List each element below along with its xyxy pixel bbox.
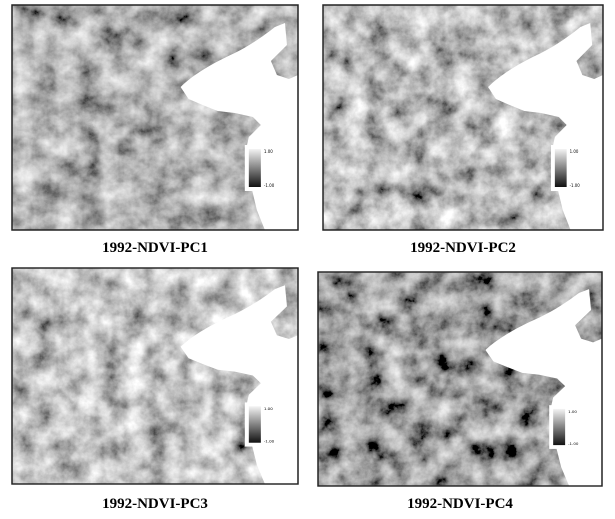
legend-min: -1.00 <box>570 183 581 188</box>
map-panel: 1.00 -1.00 <box>323 5 603 230</box>
legend-max: 1.00 <box>568 409 577 414</box>
legend-min: -1.00 <box>264 439 275 444</box>
legend-max: 1.00 <box>264 406 273 411</box>
legend-ramp <box>555 149 567 187</box>
caption: 1992-NDVI-PC1 <box>102 240 208 256</box>
legend-min: -1.00 <box>264 183 275 188</box>
map-panel: 1.00 -1.00 <box>12 5 298 230</box>
legend-max: 1.00 <box>570 149 579 154</box>
caption: 1992-NDVI-PC2 <box>410 240 516 256</box>
legend-min: -1.00 <box>568 441 579 446</box>
caption: 1992-NDVI-PC3 <box>102 496 208 512</box>
legend-max: 1.00 <box>264 149 273 154</box>
caption: 1992-NDVI-PC4 <box>407 496 513 512</box>
figure: 1.00 -1.00 1992-NDVI-PC1 1.00 -1.00 1992-NDVI… <box>0 0 615 519</box>
map-panel: 1.00 -1.00 <box>12 268 298 484</box>
legend-ramp <box>249 406 261 442</box>
legend-ramp <box>553 409 565 445</box>
legend-ramp <box>249 149 261 187</box>
map-panel: 1.00 -1.00 <box>318 272 602 486</box>
